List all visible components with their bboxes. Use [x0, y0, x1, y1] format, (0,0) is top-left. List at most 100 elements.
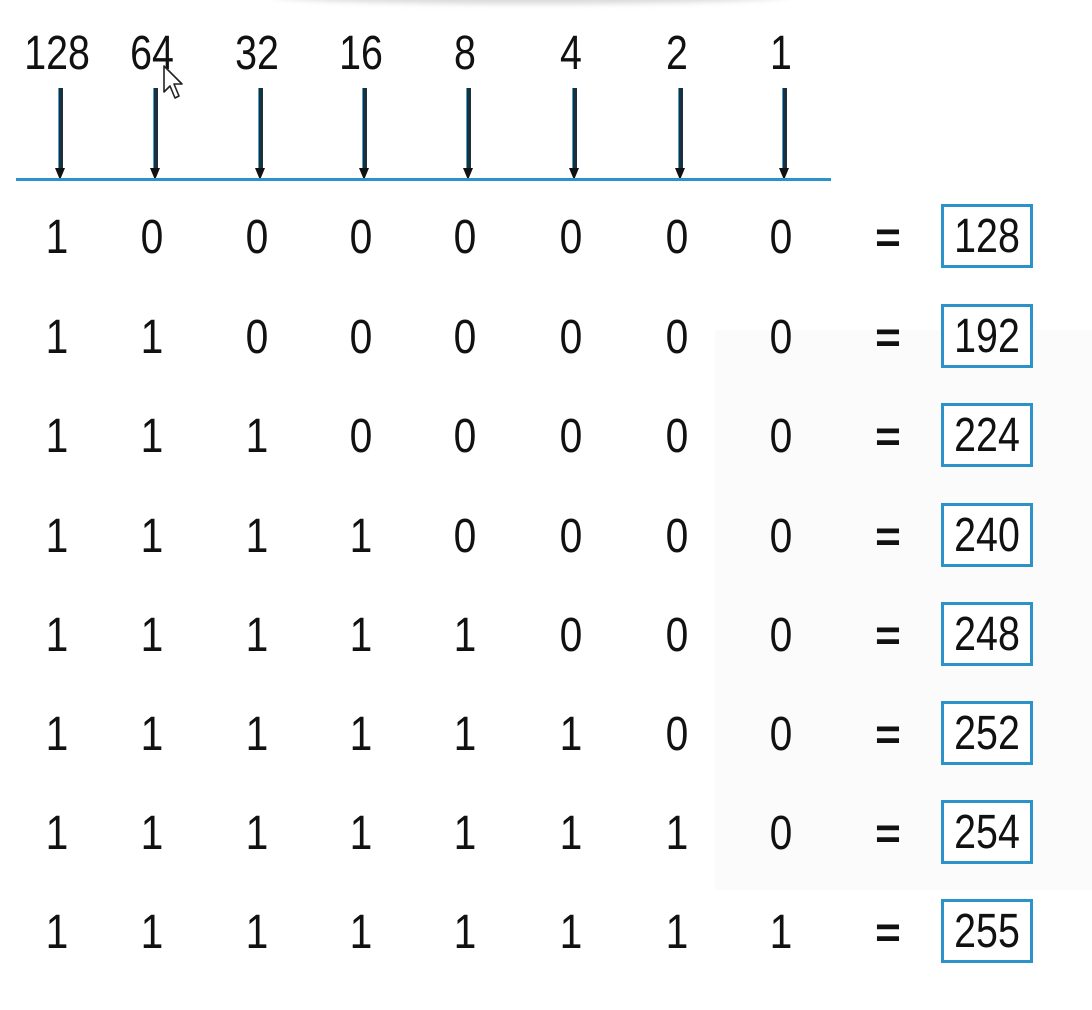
bit-cell: 1 [45, 609, 69, 662]
down-arrow-icon [255, 88, 265, 184]
arrow-shaft [678, 88, 683, 170]
mouse-pointer-icon [163, 65, 183, 99]
bit-cell: 1 [45, 211, 69, 264]
bit-cell: 1 [140, 311, 164, 364]
bit-cell: 0 [665, 311, 689, 364]
bit-cell: 0 [769, 311, 793, 364]
result-box: 224 [941, 403, 1033, 467]
arrow-shaft [58, 88, 63, 170]
bit-cell: 1 [453, 609, 477, 662]
header-divider-line [16, 178, 831, 181]
equals-sign: = [875, 313, 901, 362]
arrow-head [255, 168, 265, 180]
equals-sign: = [875, 908, 901, 957]
equals-sign: = [875, 710, 901, 759]
top-edge-shadow [270, 0, 790, 4]
arrow-head [675, 168, 685, 180]
result-box: 240 [941, 503, 1033, 567]
bit-cell: 1 [245, 906, 269, 959]
down-arrow-icon [779, 88, 789, 184]
bit-cell: 0 [665, 211, 689, 264]
bit-cell: 1 [559, 906, 583, 959]
bit-cell: 0 [665, 510, 689, 563]
bit-cell: 1 [453, 708, 477, 761]
arrow-head [55, 168, 65, 180]
result-value: 224 [954, 409, 1020, 462]
arrow-shaft [362, 88, 367, 170]
bit-cell: 1 [245, 510, 269, 563]
result-value: 254 [954, 806, 1020, 859]
weight-label-2: 2 [666, 27, 688, 80]
result-box: 252 [941, 701, 1033, 765]
result-value: 255 [954, 905, 1020, 958]
result-box: 192 [941, 304, 1033, 368]
bit-cell: 1 [453, 906, 477, 959]
bit-cell: 0 [245, 211, 269, 264]
weight-label-4: 4 [560, 27, 582, 80]
down-arrow-icon [359, 88, 369, 184]
bit-cell: 1 [45, 410, 69, 463]
bit-cell: 1 [665, 807, 689, 860]
bit-cell: 0 [769, 510, 793, 563]
bit-cell: 1 [453, 807, 477, 860]
bit-cell: 0 [769, 609, 793, 662]
bit-cell: 1 [665, 906, 689, 959]
arrow-shaft [258, 88, 263, 170]
arrow-shaft [782, 88, 787, 170]
bit-cell: 0 [769, 807, 793, 860]
bit-cell: 1 [45, 708, 69, 761]
down-arrow-icon [463, 88, 473, 184]
equals-sign: = [875, 213, 901, 262]
arrow-shaft [153, 88, 158, 170]
bit-cell: 0 [769, 708, 793, 761]
bit-cell: 1 [349, 510, 373, 563]
equals-sign: = [875, 809, 901, 858]
bit-cell: 1 [349, 906, 373, 959]
bit-cell: 1 [45, 906, 69, 959]
bit-cell: 0 [665, 609, 689, 662]
bit-cell: 1 [45, 510, 69, 563]
result-box: 248 [941, 602, 1033, 666]
weight-label-128: 128 [24, 27, 90, 80]
bit-cell: 1 [245, 410, 269, 463]
down-arrow-icon [55, 88, 65, 184]
bit-cell: 1 [140, 807, 164, 860]
equals-sign: = [875, 611, 901, 660]
bit-cell: 0 [349, 211, 373, 264]
result-value: 248 [954, 608, 1020, 661]
arrow-head [779, 168, 789, 180]
bit-cell: 0 [140, 211, 164, 264]
bit-cell: 1 [140, 410, 164, 463]
bit-cell: 1 [245, 807, 269, 860]
bit-cell: 1 [140, 609, 164, 662]
bit-cell: 0 [559, 609, 583, 662]
bit-cell: 0 [769, 211, 793, 264]
bit-cell: 0 [559, 410, 583, 463]
bit-cell: 1 [349, 708, 373, 761]
result-value: 128 [954, 210, 1020, 263]
bit-cell: 1 [349, 807, 373, 860]
bit-cell: 0 [245, 311, 269, 364]
arrow-shaft [466, 88, 471, 170]
weight-label-1: 1 [770, 27, 792, 80]
result-box: 255 [941, 899, 1033, 963]
bit-cell: 0 [559, 211, 583, 264]
bit-cell: 1 [45, 311, 69, 364]
equals-sign: = [875, 512, 901, 561]
bit-cell: 1 [349, 609, 373, 662]
bit-cell: 0 [769, 410, 793, 463]
equals-sign: = [875, 412, 901, 461]
bit-cell: 0 [349, 311, 373, 364]
weight-label-16: 16 [339, 27, 383, 80]
result-value: 240 [954, 509, 1020, 562]
down-arrow-icon [569, 88, 579, 184]
arrow-head [359, 168, 369, 180]
bit-cell: 0 [453, 510, 477, 563]
bit-cell: 1 [245, 708, 269, 761]
bit-cell: 1 [140, 906, 164, 959]
bit-cell: 0 [453, 410, 477, 463]
arrow-head [569, 168, 579, 180]
bit-cell: 1 [769, 906, 793, 959]
bit-cell: 0 [559, 311, 583, 364]
down-arrow-icon [150, 88, 160, 184]
